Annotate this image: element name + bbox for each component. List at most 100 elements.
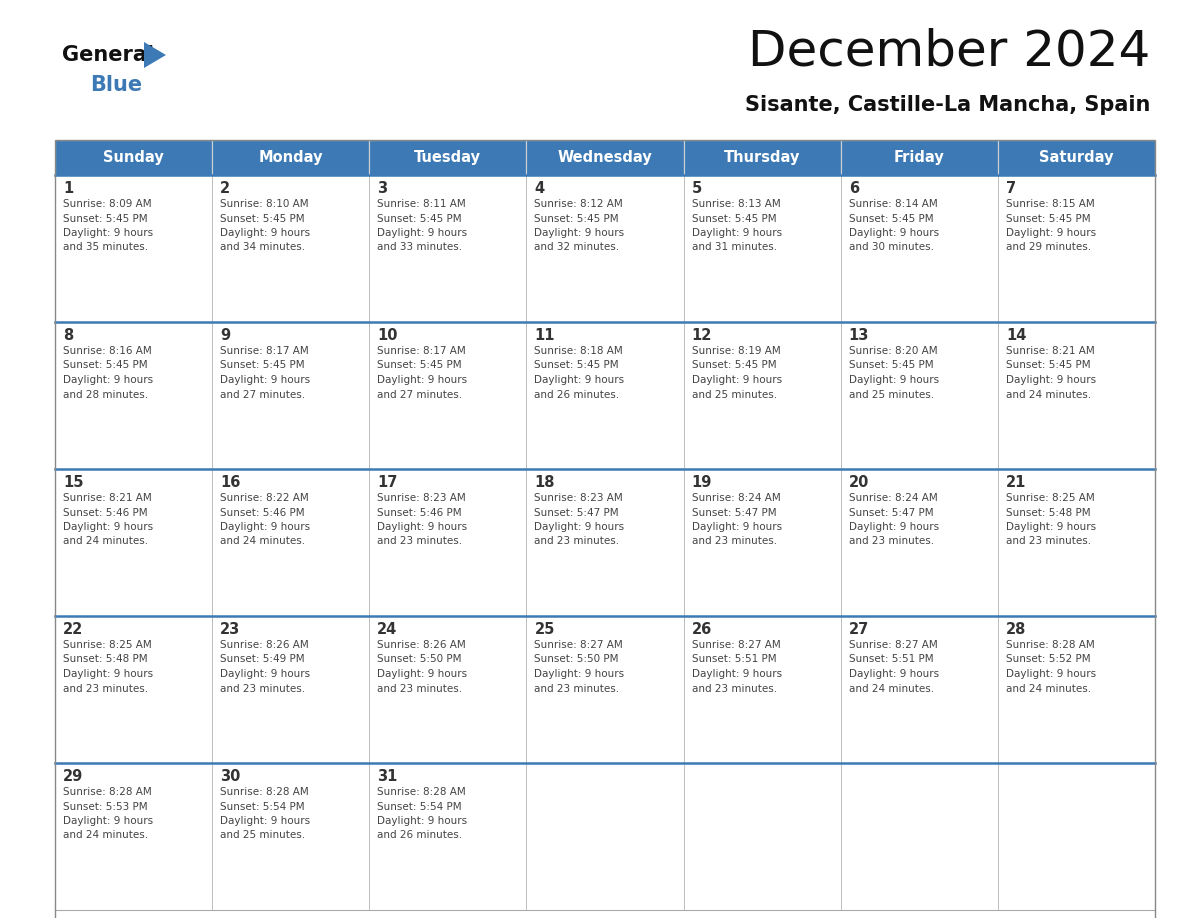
Bar xyxy=(55,140,1155,918)
Bar xyxy=(369,140,526,175)
Text: and 26 minutes.: and 26 minutes. xyxy=(378,831,462,841)
Bar xyxy=(683,175,841,322)
Text: and 28 minutes.: and 28 minutes. xyxy=(63,389,148,399)
Text: Sunset: 5:45 PM: Sunset: 5:45 PM xyxy=(378,214,462,223)
Text: Daylight: 9 hours: Daylight: 9 hours xyxy=(63,228,153,238)
Text: Sunrise: 8:16 AM: Sunrise: 8:16 AM xyxy=(63,346,152,356)
Text: Thursday: Thursday xyxy=(723,150,801,165)
Text: Sunset: 5:45 PM: Sunset: 5:45 PM xyxy=(63,361,147,371)
Text: Sunrise: 8:18 AM: Sunrise: 8:18 AM xyxy=(535,346,624,356)
Bar xyxy=(55,469,213,616)
Text: 8: 8 xyxy=(63,328,74,343)
Text: and 23 minutes.: and 23 minutes. xyxy=(535,684,620,693)
Text: Sunset: 5:45 PM: Sunset: 5:45 PM xyxy=(691,214,776,223)
Text: and 23 minutes.: and 23 minutes. xyxy=(1006,536,1091,546)
Bar xyxy=(683,322,841,469)
Text: and 24 minutes.: and 24 minutes. xyxy=(1006,389,1091,399)
Text: Sunset: 5:45 PM: Sunset: 5:45 PM xyxy=(378,361,462,371)
Text: Sunset: 5:46 PM: Sunset: 5:46 PM xyxy=(220,508,305,518)
Text: Sisante, Castille-La Mancha, Spain: Sisante, Castille-La Mancha, Spain xyxy=(745,95,1150,115)
Bar xyxy=(998,616,1155,763)
Text: and 29 minutes.: and 29 minutes. xyxy=(1006,242,1091,252)
Text: 6: 6 xyxy=(848,181,859,196)
Text: Sunset: 5:51 PM: Sunset: 5:51 PM xyxy=(848,655,934,665)
Text: 7: 7 xyxy=(1006,181,1016,196)
Text: Sunset: 5:45 PM: Sunset: 5:45 PM xyxy=(691,361,776,371)
Text: Daylight: 9 hours: Daylight: 9 hours xyxy=(220,522,310,532)
Text: and 23 minutes.: and 23 minutes. xyxy=(535,536,620,546)
Text: 12: 12 xyxy=(691,328,712,343)
Text: Daylight: 9 hours: Daylight: 9 hours xyxy=(848,522,939,532)
Text: Daylight: 9 hours: Daylight: 9 hours xyxy=(378,228,467,238)
Text: Daylight: 9 hours: Daylight: 9 hours xyxy=(220,228,310,238)
Text: Sunrise: 8:26 AM: Sunrise: 8:26 AM xyxy=(220,640,309,650)
Text: 10: 10 xyxy=(378,328,398,343)
Text: Sunset: 5:47 PM: Sunset: 5:47 PM xyxy=(535,508,619,518)
Text: Sunset: 5:46 PM: Sunset: 5:46 PM xyxy=(378,508,462,518)
Bar xyxy=(998,140,1155,175)
Text: 22: 22 xyxy=(63,622,83,637)
Text: 15: 15 xyxy=(63,475,83,490)
Text: 28: 28 xyxy=(1006,622,1026,637)
Text: 16: 16 xyxy=(220,475,240,490)
Text: Saturday: Saturday xyxy=(1040,150,1113,165)
Text: 2: 2 xyxy=(220,181,230,196)
Text: Sunrise: 8:20 AM: Sunrise: 8:20 AM xyxy=(848,346,937,356)
Text: 24: 24 xyxy=(378,622,398,637)
Text: 25: 25 xyxy=(535,622,555,637)
Text: Sunrise: 8:28 AM: Sunrise: 8:28 AM xyxy=(63,787,152,797)
Text: and 30 minutes.: and 30 minutes. xyxy=(848,242,934,252)
Text: and 27 minutes.: and 27 minutes. xyxy=(220,389,305,399)
Text: Daylight: 9 hours: Daylight: 9 hours xyxy=(1006,228,1097,238)
Bar xyxy=(841,469,998,616)
Text: Sunrise: 8:21 AM: Sunrise: 8:21 AM xyxy=(1006,346,1094,356)
Text: Blue: Blue xyxy=(90,75,143,95)
Text: Sunrise: 8:12 AM: Sunrise: 8:12 AM xyxy=(535,199,624,209)
Text: Daylight: 9 hours: Daylight: 9 hours xyxy=(63,375,153,385)
Text: Sunset: 5:45 PM: Sunset: 5:45 PM xyxy=(848,361,934,371)
Text: and 25 minutes.: and 25 minutes. xyxy=(691,389,777,399)
Bar xyxy=(526,763,683,910)
Text: Daylight: 9 hours: Daylight: 9 hours xyxy=(63,522,153,532)
Text: 13: 13 xyxy=(848,328,870,343)
Text: Sunset: 5:45 PM: Sunset: 5:45 PM xyxy=(63,214,147,223)
Bar xyxy=(369,763,526,910)
Bar xyxy=(213,140,369,175)
Text: Sunrise: 8:28 AM: Sunrise: 8:28 AM xyxy=(378,787,466,797)
Text: Sunrise: 8:19 AM: Sunrise: 8:19 AM xyxy=(691,346,781,356)
Text: Daylight: 9 hours: Daylight: 9 hours xyxy=(535,228,625,238)
Text: Daylight: 9 hours: Daylight: 9 hours xyxy=(378,522,467,532)
Bar xyxy=(683,763,841,910)
Text: Daylight: 9 hours: Daylight: 9 hours xyxy=(535,522,625,532)
Text: Sunrise: 8:17 AM: Sunrise: 8:17 AM xyxy=(220,346,309,356)
Bar xyxy=(526,469,683,616)
Text: Sunrise: 8:15 AM: Sunrise: 8:15 AM xyxy=(1006,199,1094,209)
Text: and 23 minutes.: and 23 minutes. xyxy=(691,684,777,693)
Text: and 24 minutes.: and 24 minutes. xyxy=(1006,684,1091,693)
Text: and 25 minutes.: and 25 minutes. xyxy=(848,389,934,399)
Text: Sunset: 5:46 PM: Sunset: 5:46 PM xyxy=(63,508,147,518)
Text: Sunrise: 8:23 AM: Sunrise: 8:23 AM xyxy=(378,493,466,503)
Text: and 26 minutes.: and 26 minutes. xyxy=(535,389,620,399)
Bar xyxy=(369,616,526,763)
Bar xyxy=(213,763,369,910)
Bar xyxy=(213,322,369,469)
Text: and 34 minutes.: and 34 minutes. xyxy=(220,242,305,252)
Text: Daylight: 9 hours: Daylight: 9 hours xyxy=(691,375,782,385)
Text: and 24 minutes.: and 24 minutes. xyxy=(848,684,934,693)
Polygon shape xyxy=(144,42,166,68)
Text: Sunset: 5:49 PM: Sunset: 5:49 PM xyxy=(220,655,305,665)
Text: Sunset: 5:45 PM: Sunset: 5:45 PM xyxy=(1006,214,1091,223)
Text: 31: 31 xyxy=(378,769,398,784)
Text: Daylight: 9 hours: Daylight: 9 hours xyxy=(63,816,153,826)
Text: Daylight: 9 hours: Daylight: 9 hours xyxy=(63,669,153,679)
Bar xyxy=(213,469,369,616)
Text: Sunrise: 8:28 AM: Sunrise: 8:28 AM xyxy=(1006,640,1094,650)
Text: Sunset: 5:45 PM: Sunset: 5:45 PM xyxy=(220,214,305,223)
Text: Sunset: 5:47 PM: Sunset: 5:47 PM xyxy=(691,508,776,518)
Text: Daylight: 9 hours: Daylight: 9 hours xyxy=(378,375,467,385)
Text: Sunset: 5:47 PM: Sunset: 5:47 PM xyxy=(848,508,934,518)
Text: Daylight: 9 hours: Daylight: 9 hours xyxy=(1006,522,1097,532)
Text: Sunset: 5:51 PM: Sunset: 5:51 PM xyxy=(691,655,776,665)
Text: Sunset: 5:45 PM: Sunset: 5:45 PM xyxy=(848,214,934,223)
